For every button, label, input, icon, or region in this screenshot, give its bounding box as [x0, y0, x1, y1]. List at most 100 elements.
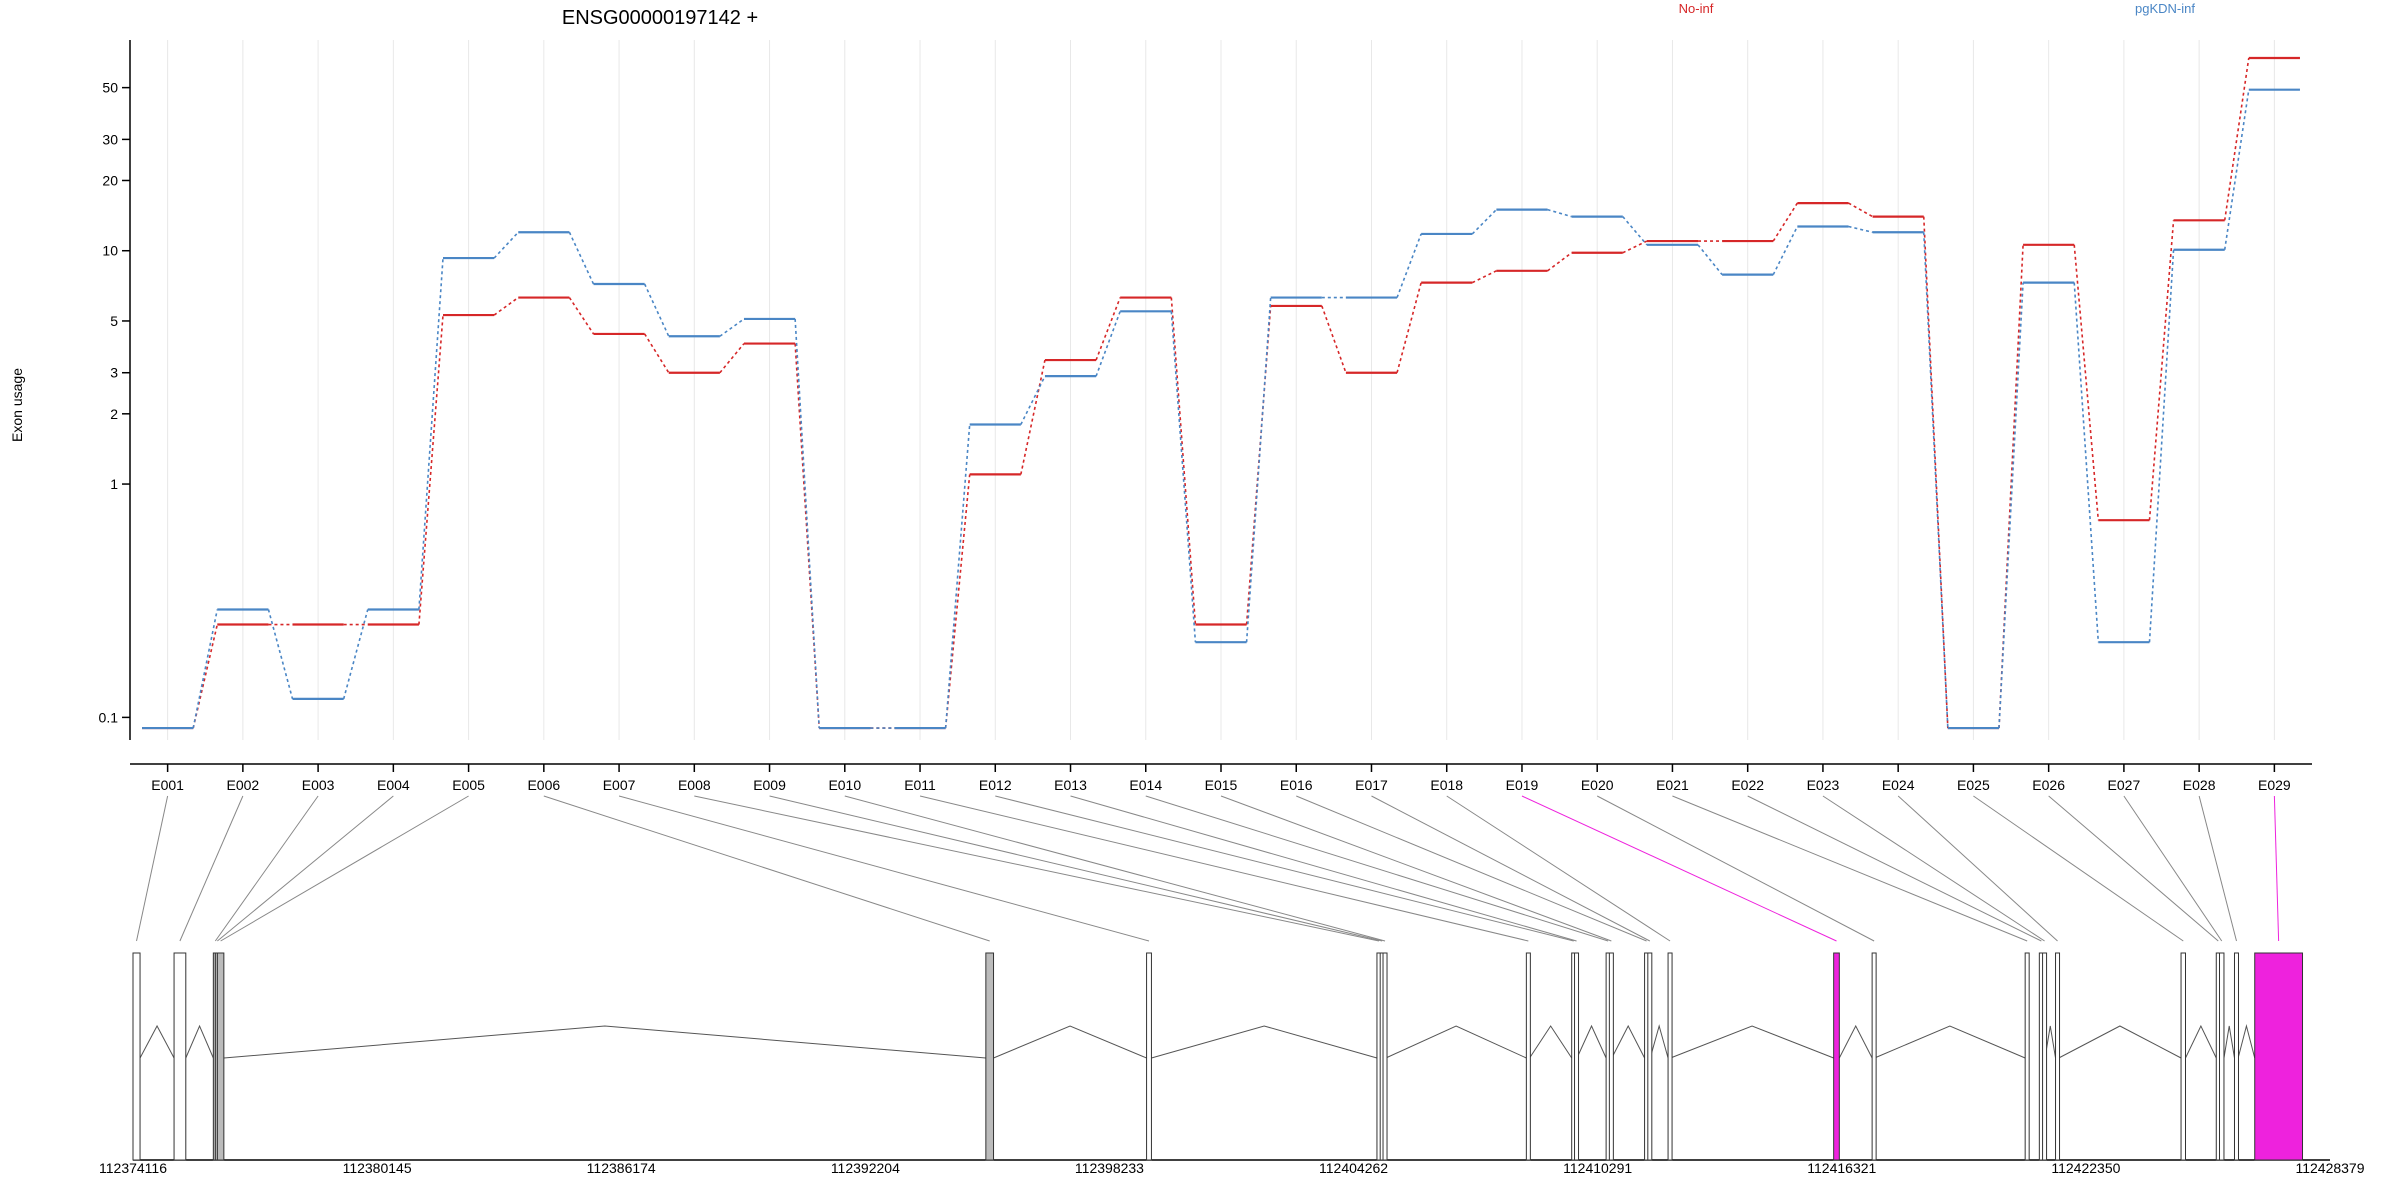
coordinate-label: 112386174 [587, 1160, 656, 1176]
data-connector [568, 231, 595, 285]
data-connector [2073, 282, 2100, 643]
exon-connector-e021 [1672, 795, 2028, 942]
x-tick-label-e028: E028 [2183, 777, 2216, 793]
exon-connector-e022 [1747, 795, 2042, 942]
intron-caret [185, 1024, 214, 1059]
exon-connector-e005 [220, 795, 469, 942]
intron-caret [1385, 1025, 1527, 1059]
exon-connector-e012 [995, 795, 1574, 942]
exon-box-e023 [2042, 952, 2048, 1161]
data-connector [1622, 240, 1648, 254]
exon-box-e029 [2254, 952, 2304, 1161]
chart-title: ENSG00000197142 + [562, 7, 758, 29]
x-tick-label-e018: E018 [1430, 777, 1463, 793]
intron-caret [1611, 1024, 1646, 1059]
exon-connector-e013 [1070, 795, 1577, 942]
data-connector [418, 258, 444, 610]
data-connector [1396, 233, 1422, 298]
exon-connector-e023 [1822, 795, 2045, 942]
data-connector [1998, 282, 2024, 729]
data-connector [568, 297, 595, 335]
exon-connector-e014 [1145, 795, 1609, 942]
coordinate-label: 112374116 [99, 1160, 167, 1176]
y-tick-label: 1 [110, 476, 118, 492]
x-tick-label-e021: E021 [1656, 777, 1689, 793]
x-tick-label-e010: E010 [828, 777, 861, 793]
exon-connector-e018 [1446, 795, 1671, 942]
intron-caret [1874, 1025, 2026, 1059]
data-connector [719, 318, 745, 337]
data-connector [2223, 89, 2250, 250]
y-tick-label: 10 [102, 243, 118, 259]
exon-box-e021 [2024, 952, 2030, 1161]
x-tick-label-e013: E013 [1054, 777, 1087, 793]
exon-connector-e006 [543, 795, 990, 942]
x-tick-label-e003: E003 [302, 777, 335, 793]
data-connector [1547, 252, 1573, 272]
data-connector [2148, 249, 2175, 643]
x-tick-label-e006: E006 [527, 777, 560, 793]
intron-caret [2237, 1024, 2256, 1059]
data-connector [1170, 311, 1197, 643]
exon-box-e028 [2233, 952, 2239, 1161]
x-tick-label-e015: E015 [1205, 777, 1238, 793]
exon-connector-e016 [1296, 795, 1647, 942]
x-tick-label-e026: E026 [2032, 777, 2065, 793]
exon-connector-e029 [2273, 795, 2280, 942]
y-tick-label: 30 [102, 131, 118, 147]
exon-connector-e003 [214, 795, 319, 942]
x-tick-label-e012: E012 [979, 777, 1012, 793]
coordinate-label: 112392204 [831, 1160, 900, 1176]
exon-connector-e015 [1220, 795, 1612, 942]
x-tick-label-e005: E005 [452, 777, 485, 793]
data-connector [418, 314, 444, 625]
exon-box-e007 [1146, 952, 1152, 1161]
exon-connector-e007 [618, 795, 1150, 942]
exon-box-e020 [1871, 952, 1877, 1161]
intron-caret [993, 1025, 1147, 1059]
x-tick-label-e027: E027 [2108, 777, 2141, 793]
exon-box-e011 [1525, 952, 1531, 1161]
data-connector [1170, 297, 1197, 625]
exon-box-e027 [2219, 952, 2225, 1161]
data-connector [342, 609, 369, 700]
intron-caret [2058, 1025, 2182, 1059]
coordinate-label: 112398233 [1075, 1160, 1144, 1176]
exon-box-e005 [216, 952, 225, 1161]
exon-box-e019 [1833, 952, 1840, 1161]
x-tick-label-e029: E029 [2258, 777, 2291, 793]
exon-box-e025 [2180, 952, 2186, 1161]
intron-caret [2223, 1025, 2235, 1059]
exon-box-e017 [1647, 952, 1653, 1161]
x-tick-label-e011: E011 [904, 777, 936, 793]
y-axis-label: Exon usage [9, 368, 25, 442]
x-tick-label-e016: E016 [1280, 777, 1313, 793]
coordinate-label: 112428379 [2295, 1160, 2364, 1176]
exon-box-e024 [2055, 952, 2061, 1161]
data-connector [493, 231, 519, 259]
data-connector [1772, 202, 1799, 242]
coordinate-label: 112380145 [343, 1160, 412, 1176]
data-connector [1547, 208, 1572, 218]
x-tick-label-e019: E019 [1506, 777, 1539, 793]
data-connector [267, 609, 294, 700]
x-tick-label-e008: E008 [678, 777, 711, 793]
data-connector [1471, 209, 1497, 235]
exon-connector-e009 [769, 795, 1383, 942]
exon-connector-e019 [1521, 795, 1837, 942]
data-connector [944, 424, 971, 729]
coordinate-label: 112422350 [2051, 1160, 2120, 1176]
exon-connector-e024 [1897, 795, 2058, 942]
y-tick-label: 2 [110, 406, 118, 422]
x-tick-label-e004: E004 [377, 777, 410, 793]
coordinate-label: 112404262 [1319, 1160, 1388, 1176]
data-connector [1321, 305, 1347, 373]
x-tick-label-e020: E020 [1581, 777, 1614, 793]
data-connector [643, 283, 670, 337]
intron-caret [139, 1024, 175, 1059]
data-connector [1471, 270, 1497, 284]
data-connector [1848, 225, 1873, 234]
intron-caret [1838, 1024, 1873, 1059]
data-connector [1697, 244, 1723, 276]
data-connector [192, 624, 219, 729]
